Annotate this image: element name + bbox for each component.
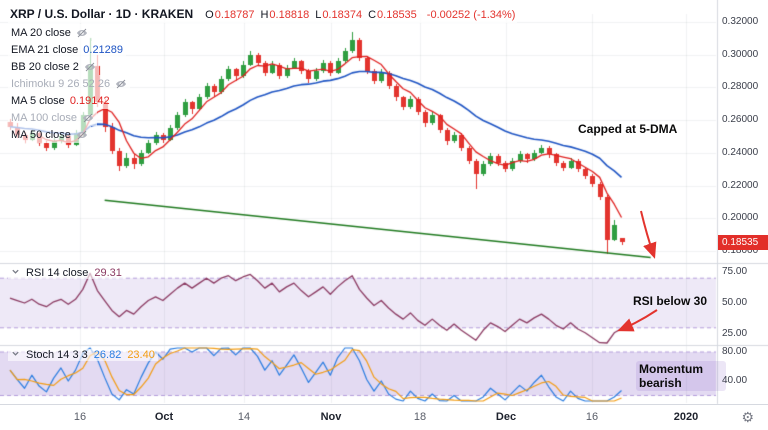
legend-label: EMA 21 close [11, 43, 79, 56]
price-scale[interactable]: 0.18535 0.32000 0.30000 0.28000 0.26000 0.24… [717, 0, 768, 404]
stoch-pane-legend[interactable]: Stoch 14 3 3 26.82 23.40 [8, 349, 158, 361]
scale-tick: 0.24000 [722, 146, 759, 158]
legend-label: MA 100 close [11, 111, 78, 124]
time-label: 18 [413, 411, 427, 423]
scale-tick: 50.00 [722, 297, 748, 308]
stoch-d-value: 23.40 [127, 349, 155, 361]
scale-tick: 0.22000 [722, 179, 759, 191]
symbol-title[interactable]: XRP / U.S. Dollar · 1D · KRAKEN [10, 7, 194, 21]
change-value: -0.00252 (-1.34%) [426, 9, 516, 21]
rsi-legend-value: 29.31 [94, 267, 122, 279]
time-axis[interactable]: 16 Oct 14 Nov 18 Dec 16 2020 [0, 404, 768, 430]
ohlc-label: H [260, 9, 269, 21]
legend-row-ma-20[interactable]: MA 20 close [8, 24, 91, 41]
ohlc-value: 0.18787 [214, 9, 255, 21]
time-label: 16 [585, 411, 599, 423]
last-price-badge: 0.18535 [718, 235, 768, 251]
scale-tick: 0.32000 [722, 16, 759, 27]
annotation-rsi-below-30[interactable]: RSI below 30 [633, 294, 708, 308]
rsi-legend-label: RSI 14 close [26, 267, 89, 279]
ohlc-value: 0.18818 [269, 9, 310, 21]
time-label: 14 [237, 411, 251, 423]
scale-tick: 25.00 [722, 328, 748, 339]
scale-tick: 0.28000 [722, 81, 759, 93]
scale-tick: 0.26000 [722, 114, 759, 126]
legend-label: MA 5 close [11, 94, 65, 107]
scale-tick: 80.00 [722, 346, 748, 357]
annotation-capped-at-5dma[interactable]: Capped at 5-DMA [578, 122, 678, 136]
time-label: 16 [73, 411, 87, 423]
annotation-momentum-bearish[interactable]: Momentum bearish [636, 361, 726, 391]
stoch-legend-label: Stoch 14 3 3 [26, 349, 88, 361]
legend-label: Ichimoku 9 26 52 26 [11, 77, 111, 90]
scale-tick: 40.00 [722, 375, 748, 386]
scale-tick: 75.00 [722, 266, 748, 277]
legend-row-ma-5[interactable]: MA 5 close 0.19142 [8, 92, 113, 109]
ohlc-value: 0.18374 [322, 9, 363, 21]
ohlc-values: O0.18787 H0.18818 L0.18374 C0.18535 [199, 5, 417, 23]
time-label: Nov [320, 411, 342, 423]
eye-slash-icon[interactable] [76, 129, 88, 141]
scale-tick: 0.30000 [722, 48, 759, 60]
legend-label: MA 20 close [11, 26, 71, 39]
time-label: Oct [154, 411, 174, 423]
ohlc-label: C [368, 9, 377, 21]
legend-row-bb-20[interactable]: BB 20 close 2 [8, 58, 99, 75]
stoch-k-value: 26.82 [93, 349, 122, 361]
chevron-down-icon [11, 267, 20, 279]
legend-label: BB 20 close 2 [11, 60, 79, 73]
legend-value: 0.19142 [69, 94, 110, 107]
settings-gear-icon[interactable]: ⚙ [741, 409, 754, 425]
scale-tick: 0.20000 [722, 212, 759, 224]
indicator-legend: MA 20 close EMA 21 close 0.21289 BB 20 clos… [8, 24, 131, 143]
chevron-down-icon [11, 349, 20, 361]
legend-label: MA 50 close [11, 128, 71, 141]
legend-row-ichimoku[interactable]: Ichimoku 9 26 52 26 [8, 75, 131, 92]
ohlc-label: O [205, 9, 214, 21]
legend-row-ema-21[interactable]: EMA 21 close 0.21289 [8, 41, 127, 58]
eye-slash-icon[interactable] [115, 78, 127, 90]
legend-value: 0.21289 [83, 43, 124, 56]
eye-slash-icon[interactable] [82, 112, 94, 124]
eye-slash-icon[interactable] [76, 27, 88, 39]
scale-tick: 0.18000 [722, 244, 759, 256]
time-label: 2020 [673, 411, 699, 423]
ohlc-label: L [315, 9, 322, 21]
rsi-pane-legend[interactable]: RSI 14 close 29.31 [8, 267, 125, 279]
chart-header: XRP / U.S. Dollar · 1D · KRAKEN O0.18787… [8, 5, 518, 23]
eye-slash-icon[interactable] [84, 61, 96, 73]
ohlc-value: 0.18535 [377, 9, 417, 21]
legend-row-ma-50[interactable]: MA 50 close [8, 126, 91, 143]
time-label: Dec [495, 411, 517, 423]
legend-row-ma-100[interactable]: MA 100 close [8, 109, 98, 126]
